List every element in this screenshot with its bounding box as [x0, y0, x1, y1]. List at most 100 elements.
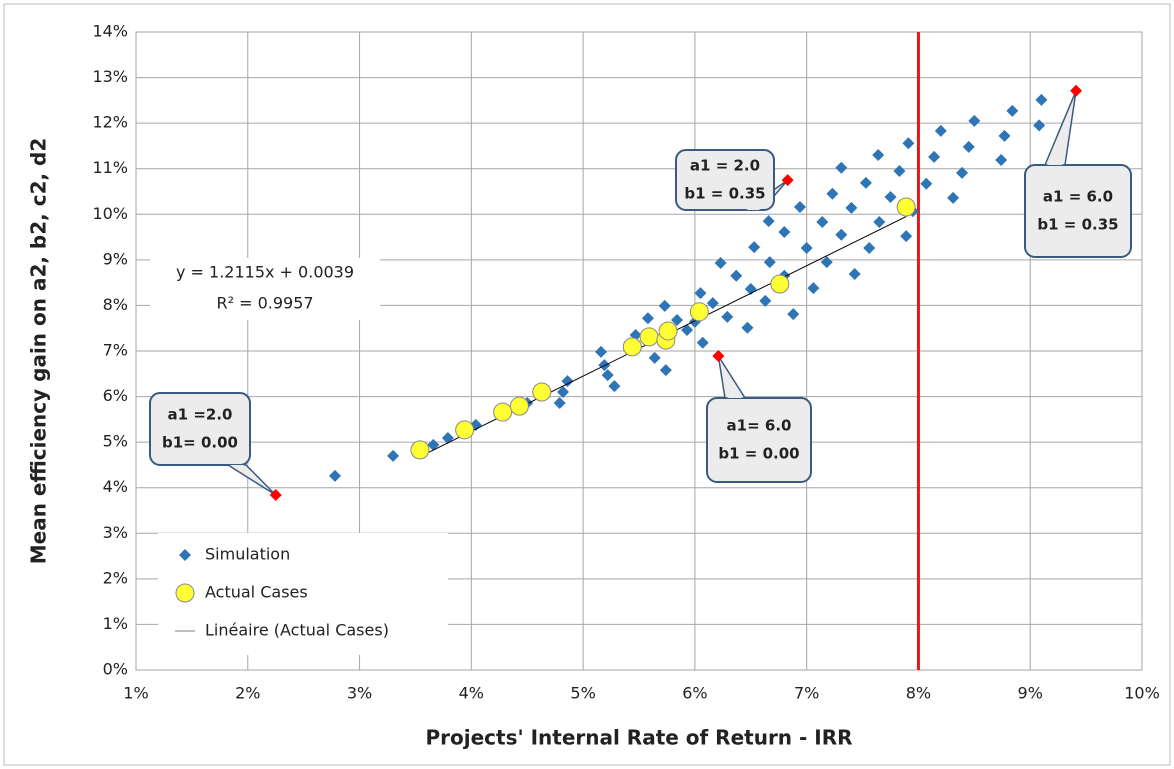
point	[962, 140, 975, 153]
point	[730, 269, 743, 282]
point	[873, 216, 886, 229]
point	[934, 124, 947, 137]
point	[721, 310, 734, 323]
point	[1035, 93, 1048, 106]
point	[793, 200, 806, 213]
point	[681, 324, 694, 337]
point	[787, 308, 800, 321]
y-tick-label: 13%	[92, 67, 128, 86]
equation: y = 1.2115x + 0.0039	[176, 263, 354, 282]
x-tick-label: 2%	[235, 684, 260, 703]
callout-text: b1= 0.00	[162, 434, 238, 452]
x-tick-label: 8%	[906, 684, 931, 703]
point	[759, 294, 772, 307]
point	[995, 154, 1008, 167]
point	[863, 242, 876, 255]
point	[1006, 104, 1019, 117]
legend-box	[158, 533, 448, 655]
point	[553, 396, 566, 409]
x-tick-label: 9%	[1018, 684, 1043, 703]
point	[928, 150, 941, 163]
point	[427, 438, 440, 451]
x-tick-label: 7%	[794, 684, 819, 703]
callout-box	[675, 149, 775, 211]
point	[622, 337, 642, 357]
point	[601, 369, 614, 382]
point	[947, 191, 960, 204]
callout-text: b1 = 0.35	[1037, 216, 1118, 234]
point	[608, 380, 621, 393]
callout-join	[746, 207, 761, 210]
point	[902, 137, 915, 150]
highlight-point	[781, 174, 794, 187]
y-tick-label: 3%	[103, 523, 128, 542]
point	[639, 327, 659, 347]
y-tick-label: 8%	[103, 295, 128, 314]
point	[694, 287, 707, 300]
point	[455, 420, 475, 440]
y-tick-label: 10%	[92, 204, 128, 223]
point	[706, 297, 719, 310]
point	[689, 302, 709, 322]
callout-join	[1046, 162, 1064, 165]
point	[859, 176, 872, 189]
x-tick-label: 4%	[459, 684, 484, 703]
point	[532, 382, 552, 402]
legend-label: Simulation	[205, 545, 290, 564]
point	[778, 226, 791, 239]
point	[845, 201, 858, 214]
y-tick-label: 5%	[103, 432, 128, 451]
callout-box	[706, 397, 812, 483]
x-tick-label: 1%	[123, 684, 148, 703]
point	[493, 402, 513, 422]
y-tick-label: 2%	[103, 568, 128, 587]
point	[1033, 119, 1046, 132]
point	[872, 149, 885, 162]
point	[820, 256, 833, 269]
point	[509, 396, 529, 416]
point	[770, 274, 790, 294]
y-tick-label: 7%	[103, 341, 128, 360]
legend-marker	[179, 549, 191, 561]
point	[920, 177, 933, 190]
point	[826, 187, 839, 200]
point	[741, 321, 754, 334]
point	[658, 299, 671, 312]
callout-text: b1 = 0.35	[684, 185, 765, 203]
point	[714, 257, 727, 270]
y-tick-label: 11%	[92, 158, 128, 177]
point	[641, 312, 654, 325]
y-tick-label: 14%	[92, 22, 128, 41]
point	[800, 242, 813, 255]
callout-box	[1024, 164, 1132, 258]
callout-text: b1 = 0.00	[718, 445, 799, 463]
highlight-point	[1070, 84, 1083, 97]
point	[807, 282, 820, 295]
point	[968, 114, 981, 127]
x-tick-label: 6%	[682, 684, 707, 703]
callout-box	[149, 392, 251, 466]
r-squared: R² = 0.9957	[216, 294, 313, 313]
point	[328, 469, 341, 482]
highlight-point	[712, 350, 725, 363]
point	[835, 228, 848, 241]
point	[884, 190, 897, 203]
legend-marker	[175, 583, 195, 603]
point	[561, 375, 574, 388]
callout-join	[726, 395, 744, 398]
callout-text: a1 =2.0	[168, 406, 233, 424]
point	[671, 314, 684, 327]
x-tick-label: 5%	[570, 684, 595, 703]
callout-text: a1 = 6.0	[1043, 188, 1113, 206]
y-tick-label: 4%	[103, 477, 128, 496]
y-axis-title: Mean efficiency gain on a2, b2, c2, d2	[27, 138, 51, 565]
legend-label: Actual Cases	[205, 583, 308, 602]
y-tick-label: 1%	[103, 614, 128, 633]
point	[896, 197, 916, 217]
y-tick-label: 6%	[103, 386, 128, 405]
equation-box	[150, 258, 380, 320]
callout-text: a1= 6.0	[727, 417, 792, 435]
point	[594, 345, 607, 358]
callout-join	[229, 465, 245, 468]
